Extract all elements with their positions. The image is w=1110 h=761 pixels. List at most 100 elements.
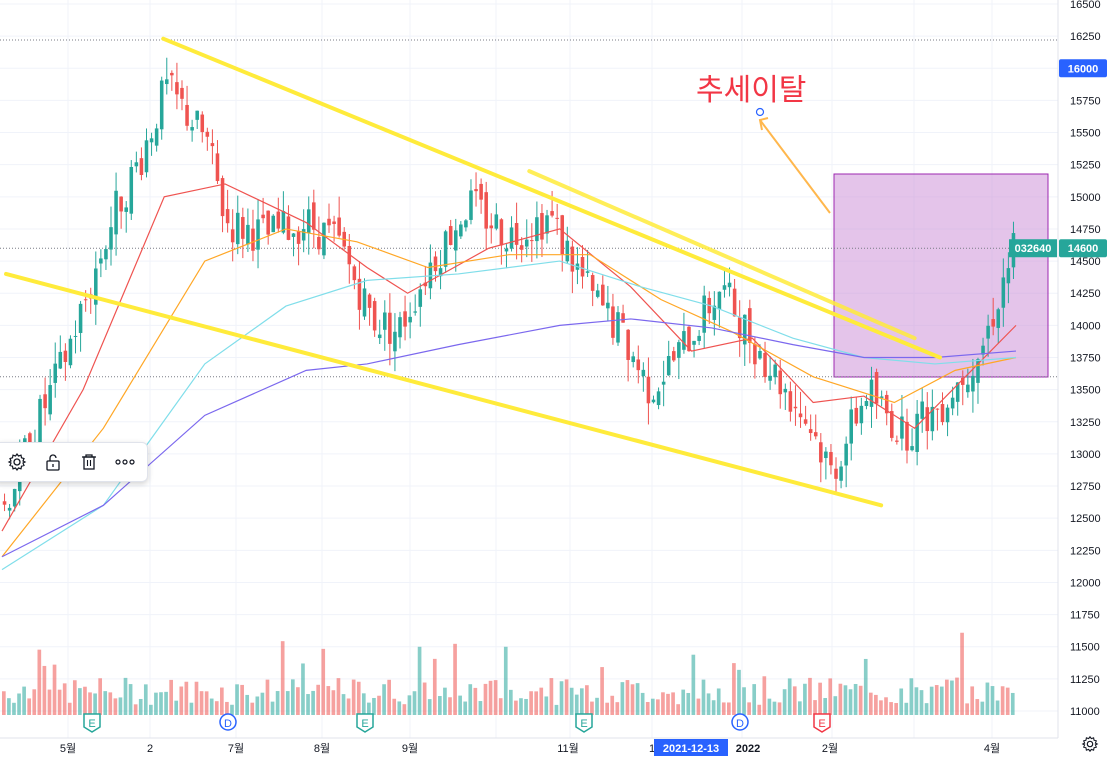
- price-tick-label: 15000: [1070, 192, 1101, 204]
- volume-bar: [351, 679, 356, 715]
- candle-body: [1006, 268, 1011, 284]
- time-axis-labels: 5월 2 7월 8월 9월 11월 1 2021-12-13 2022 2월 4월: [60, 739, 1000, 756]
- candle-body: [235, 212, 240, 245]
- earnings-marker: E: [575, 713, 593, 733]
- candle-body: [732, 288, 737, 317]
- annotation-arrowhead: [758, 117, 769, 131]
- volume-bar: [245, 694, 250, 715]
- volume-bar: [32, 689, 37, 715]
- volume-bar: [133, 704, 138, 715]
- candle-body: [170, 72, 174, 76]
- annotation-text: 추세이탈: [696, 74, 806, 107]
- candle-body: [737, 317, 742, 339]
- price-badge: 16000: [1059, 59, 1107, 78]
- volume-bar: [863, 658, 868, 715]
- time-tick-label: 4월: [984, 742, 1000, 755]
- candle-body: [763, 352, 767, 378]
- candle-body: [327, 218, 331, 226]
- settings-button[interactable]: [3, 448, 31, 476]
- volume-bar: [579, 688, 584, 715]
- volume-bar: [661, 692, 665, 715]
- volume-bar: [169, 679, 173, 715]
- candle-body: [83, 299, 88, 301]
- symbol-label: 032640: [1009, 239, 1057, 258]
- candle-body: [413, 311, 417, 313]
- candle-body: [489, 225, 494, 229]
- volume-bar: [194, 681, 199, 715]
- candle-body: [778, 370, 783, 395]
- candle-body: [301, 229, 306, 241]
- volume-bar: [37, 649, 42, 715]
- price-tick-label: 12250: [1070, 545, 1101, 557]
- candle-body: [621, 313, 625, 323]
- volume-bar: [57, 689, 62, 715]
- price-tick-label: 11750: [1070, 610, 1100, 622]
- candle-body: [519, 245, 524, 250]
- marker-shape: [83, 713, 101, 733]
- marker-label: E: [818, 718, 825, 730]
- marker-label: E: [88, 718, 95, 730]
- volume-bar: [681, 689, 686, 715]
- earnings-marker: E: [83, 713, 101, 733]
- candle-body: [337, 217, 341, 236]
- candle-body: [788, 391, 793, 412]
- price-tick-label: 14000: [1070, 320, 1101, 332]
- volume-bar: [914, 687, 919, 715]
- candle-body: [879, 396, 884, 398]
- volume-bar: [270, 701, 275, 715]
- volume-bar: [189, 702, 194, 715]
- volume-bar: [402, 704, 407, 715]
- candle-body: [63, 350, 68, 363]
- volume-bar: [666, 693, 670, 715]
- volume-bar: [833, 696, 838, 715]
- price-tick-label: 11000: [1070, 706, 1100, 718]
- volume-bar: [595, 697, 599, 715]
- candle-body: [459, 224, 463, 237]
- candle-body: [717, 291, 722, 310]
- candle-body: [580, 256, 585, 277]
- volume-bar: [321, 648, 326, 715]
- candle-body: [154, 128, 159, 146]
- time-tick-label: 7월: [228, 742, 244, 755]
- volume-bar: [184, 681, 189, 715]
- volume-bar: [235, 684, 239, 715]
- marker-label: D: [224, 718, 232, 730]
- volume-bar: [600, 667, 604, 715]
- volume-bar: [422, 682, 427, 715]
- candle-body: [854, 407, 859, 424]
- candle-body: [393, 331, 397, 352]
- volume-bar: [767, 698, 772, 715]
- volume-bar: [392, 698, 397, 715]
- candle-body: [824, 451, 828, 459]
- candle-body: [499, 219, 504, 246]
- candle-body: [241, 217, 245, 239]
- candle-body: [48, 385, 52, 415]
- more-button[interactable]: [111, 448, 139, 476]
- volume-bar: [356, 681, 361, 715]
- candle-body: [955, 382, 960, 402]
- price-tick-label: 14500: [1070, 256, 1101, 268]
- volume-bar: [448, 697, 452, 715]
- candle-body: [925, 407, 930, 432]
- candle-body: [403, 311, 407, 327]
- volume-bar: [159, 692, 163, 715]
- chart-settings-button[interactable]: [1080, 734, 1100, 754]
- delete-button[interactable]: [75, 448, 103, 476]
- volume-bar: [93, 693, 97, 715]
- candle-body: [646, 376, 651, 404]
- lock-button[interactable]: [39, 448, 67, 476]
- candle-body: [626, 329, 630, 360]
- volume-bar: [539, 687, 544, 715]
- candle-body: [180, 87, 184, 99]
- volume-bar: [605, 702, 609, 715]
- volume-bar: [47, 689, 52, 715]
- volume-bar: [377, 695, 381, 715]
- volume-bar: [874, 694, 878, 715]
- volume-bar: [904, 702, 909, 715]
- volume-bar: [676, 704, 680, 715]
- volume-bar: [98, 678, 102, 715]
- volume-bar: [858, 685, 863, 715]
- annotation-anchor: [755, 107, 765, 117]
